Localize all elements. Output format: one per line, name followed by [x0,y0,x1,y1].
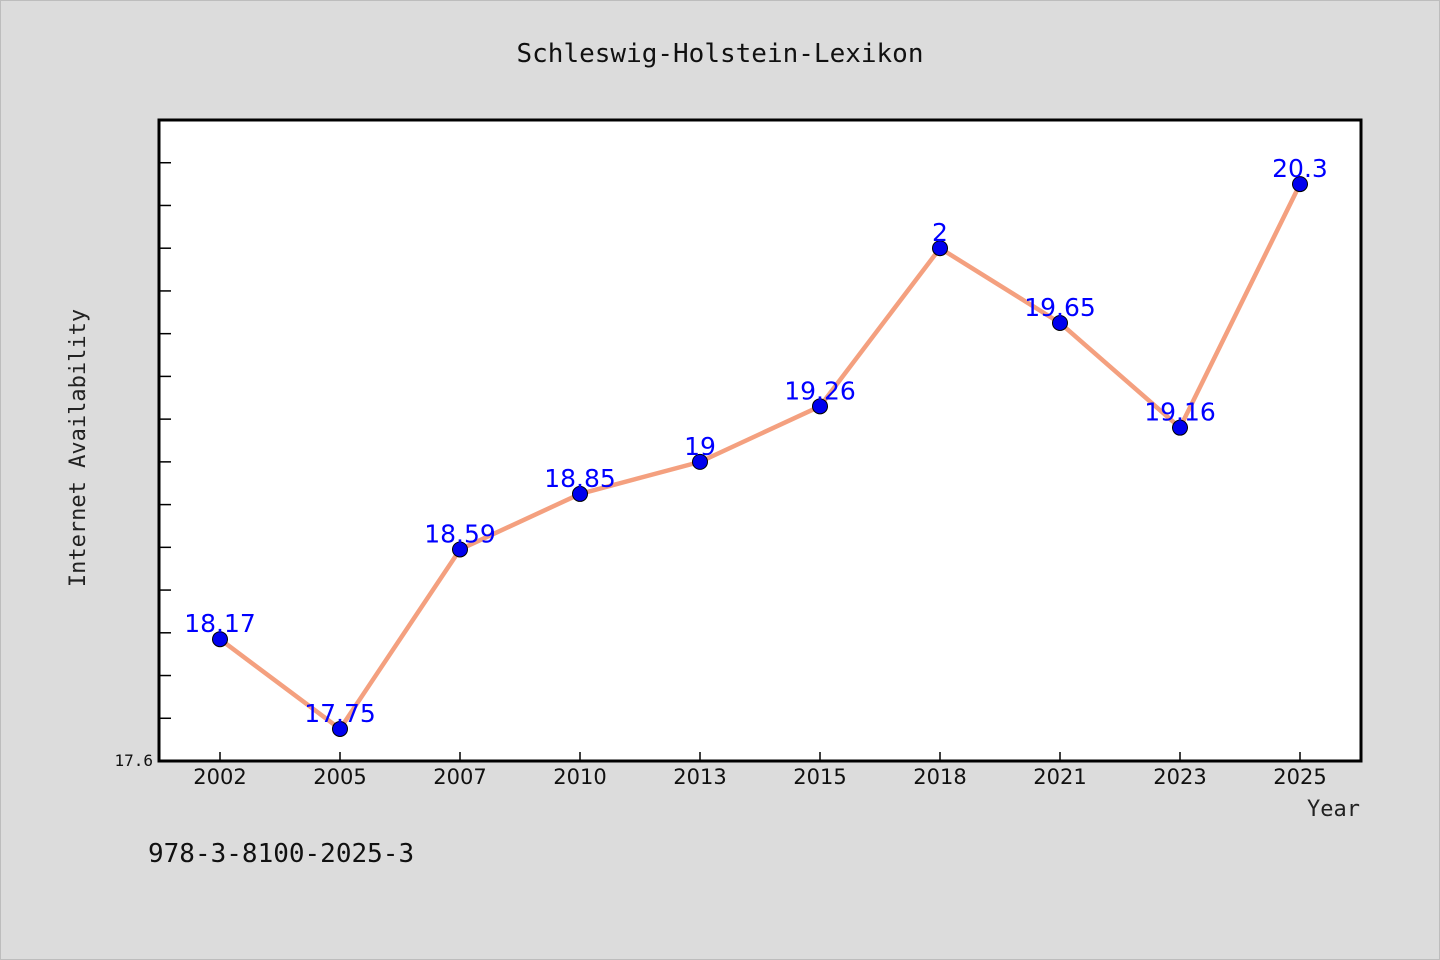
data-label: 2 [932,218,948,247]
x-tick-label: 2025 [1273,765,1326,789]
x-tick-label: 2005 [313,765,366,789]
y-tick-label: 17.6 [114,751,153,770]
x-tick-label: 2010 [553,765,606,789]
x-tick-label: 2002 [193,765,246,789]
data-label: 18.85 [544,464,616,493]
x-tick-label: 2018 [913,765,966,789]
data-point [812,398,828,415]
data-label: 19.65 [1024,293,1096,322]
y-axis-label: Internet Availability [66,309,91,587]
isbn-annotation: 978-3-8100-2025-3 [148,839,414,869]
data-label: 19 [684,432,716,461]
x-axis-ticks: 2002 2005 2007 2010 2013 2015 2018 2021 2023 2025 [193,752,1327,789]
data-label: 18.17 [184,609,256,638]
x-tick-label: 2007 [433,765,486,789]
x-tick-label: 2023 [1153,765,1206,789]
data-label: 20.3 [1272,154,1328,183]
data-label: 18.59 [424,519,496,548]
series-line [217,181,1303,732]
data-point [932,240,948,257]
x-axis-label: Year [1307,797,1360,822]
data-point [1052,314,1068,331]
data-point [692,453,708,470]
chart-title: Schleswig-Holstein-Lexikon [517,39,924,69]
data-point [332,720,348,737]
y-axis-ticks [159,161,171,720]
data-label: 17.75 [304,699,376,728]
x-tick-label: 2015 [793,765,846,789]
data-point [452,541,468,558]
series-layer: 18.17 17.75 18.59 18.85 19 19.26 2 19.65 19.16 20… [184,154,1328,737]
data-point [212,631,228,648]
x-tick-label: 2013 [673,765,726,789]
data-label: 19.26 [784,376,856,405]
data-point [1172,419,1188,436]
data-point [1292,176,1308,193]
plot-area [157,118,1363,763]
data-point [572,485,588,502]
x-tick-label: 2021 [1033,765,1086,789]
data-label: 19.16 [1144,398,1216,427]
